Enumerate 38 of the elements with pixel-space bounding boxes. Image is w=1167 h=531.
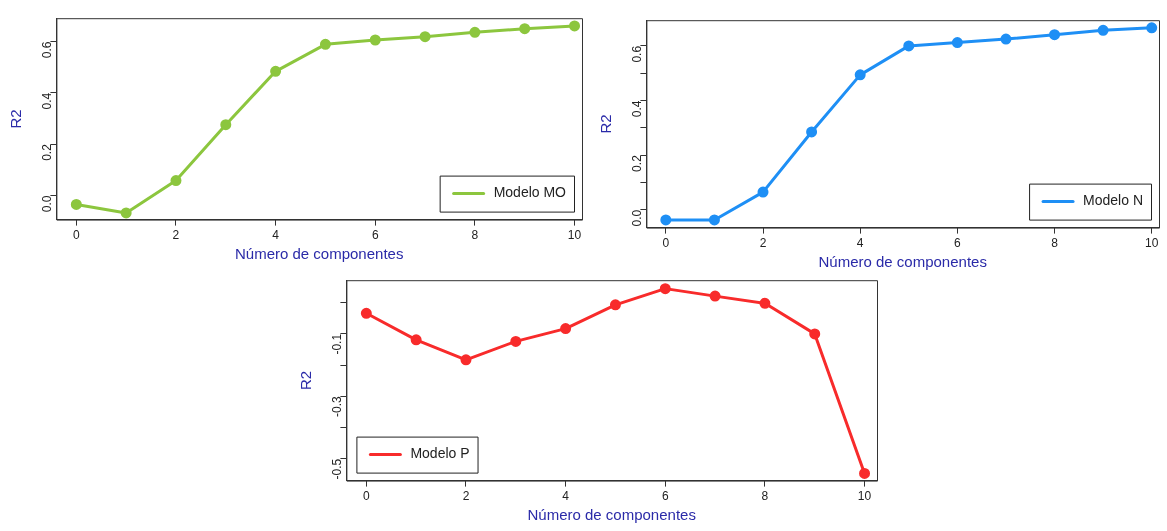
y-tick-label: -0.3 (329, 396, 344, 418)
x-tick-label: 4 (272, 228, 280, 243)
legend-label: Modelo P (410, 445, 470, 462)
x-tick-label: 4 (562, 489, 570, 504)
x-tick-label: 2 (462, 489, 470, 504)
x-axis-title: Número de componentes (818, 253, 987, 271)
x-tick-label: 8 (761, 489, 769, 504)
x-tick-label: 8 (1051, 236, 1059, 251)
y-axis-title: R2 (7, 109, 25, 129)
y-tick-label: 0.4 (629, 100, 644, 118)
x-tick-label: 6 (661, 489, 669, 504)
y-tick-label: -0.1 (329, 333, 344, 355)
y-tick-label: 0.4 (39, 92, 54, 110)
x-axis-title: Número de componentes (234, 245, 404, 263)
y-axis-title: R2 (297, 370, 315, 390)
y-tick-label: 0.0 (39, 195, 54, 213)
legend-label: Modelo N (1083, 192, 1143, 209)
y-tick-label: 0.2 (629, 154, 644, 172)
x-tick-label: 10 (1145, 236, 1159, 251)
x-axis-title: Número de componentes (527, 506, 696, 524)
x-tick-label: 0 (72, 228, 80, 243)
y-axis-title: R2 (597, 114, 615, 134)
y-tick-label: 0.0 (629, 209, 644, 227)
x-tick-label: 0 (662, 236, 670, 251)
y-tick-label: 0.6 (39, 41, 54, 59)
y-tick-label: 0.2 (39, 143, 54, 161)
x-tick-label: 8 (471, 228, 479, 243)
y-tick-label: 0.6 (629, 45, 644, 63)
x-tick-label: 10 (857, 489, 872, 504)
y-tick-label: -0.5 (329, 458, 344, 480)
x-tick-label: 10 (567, 228, 582, 243)
x-tick-label: 0 (362, 489, 370, 504)
x-tick-label: 4 (856, 236, 864, 251)
x-tick-label: 2 (759, 236, 767, 251)
x-tick-label: 2 (172, 228, 180, 243)
x-tick-label: 6 (371, 228, 379, 243)
legend-label: Modelo MO (493, 184, 567, 201)
x-tick-label: 6 (954, 236, 962, 251)
